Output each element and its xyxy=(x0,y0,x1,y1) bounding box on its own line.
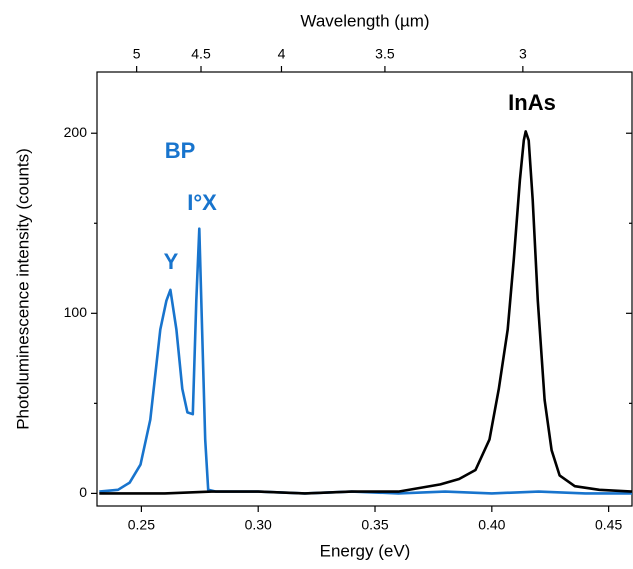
peak-label: Y xyxy=(164,249,179,274)
series-label: BP xyxy=(165,138,196,163)
x-tick-label: 0.35 xyxy=(361,517,388,533)
plot-frame xyxy=(96,71,633,507)
y-tick-label: 200 xyxy=(64,124,88,140)
x2-axis-title: Wavelength (µm) xyxy=(300,11,429,30)
y-tick-label: 0 xyxy=(79,484,87,500)
x-tick-label: 0.30 xyxy=(245,517,272,533)
x-tick-label: 0.45 xyxy=(595,517,622,533)
x2-tick-label: 5 xyxy=(133,46,141,62)
peak-label: I°X xyxy=(187,190,217,215)
x-tick-label: 0.40 xyxy=(478,517,505,533)
x2-tick-label: 4.5 xyxy=(191,46,211,62)
series-label: InAs xyxy=(508,90,556,115)
series-line xyxy=(99,227,632,495)
y-axis-title: Photoluminescence intensity (counts) xyxy=(13,148,32,430)
x2-tick-label: 4 xyxy=(278,46,286,62)
y-tick-label: 100 xyxy=(64,304,88,320)
x2-tick-label: 3 xyxy=(519,46,527,62)
x-tick-label: 0.25 xyxy=(128,517,155,533)
x-axis-title: Energy (eV) xyxy=(320,541,411,560)
series-line xyxy=(99,130,633,495)
x2-tick-label: 3.5 xyxy=(375,46,395,62)
